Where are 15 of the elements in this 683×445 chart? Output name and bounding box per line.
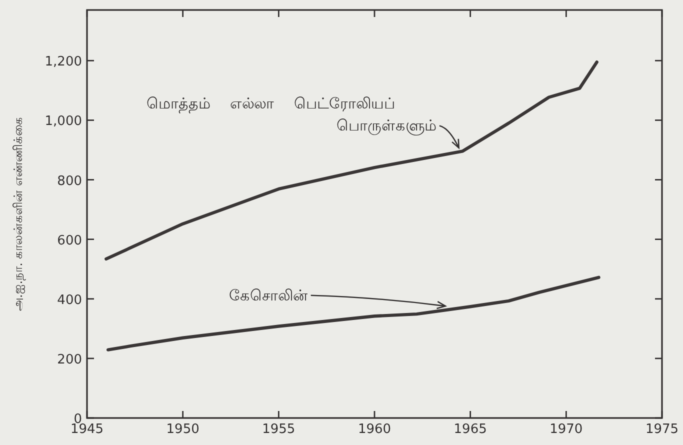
x-tick-label: 1955 [262, 422, 296, 437]
y-tick-label: 200 [57, 352, 82, 368]
y-tick-label: 1,000 [44, 114, 82, 130]
y-tick-label: 600 [57, 233, 82, 248]
line-series [104, 60, 598, 261]
x-tick-label: 1970 [550, 422, 583, 437]
x-tick-label: 1960 [358, 422, 392, 437]
x-tick-label: 1950 [166, 422, 200, 437]
x-tick-label: 1975 [645, 422, 679, 437]
y-tick-label: 400 [57, 292, 82, 308]
x-tick-label: 1965 [454, 422, 487, 437]
y-tick-label: 1,200 [44, 54, 82, 70]
y-axis-title: அ.ஐ.நா. காலன்களின் எண்ணிக்கை [11, 116, 25, 312]
line-series [106, 276, 600, 352]
y-tick-label: 800 [57, 174, 82, 189]
